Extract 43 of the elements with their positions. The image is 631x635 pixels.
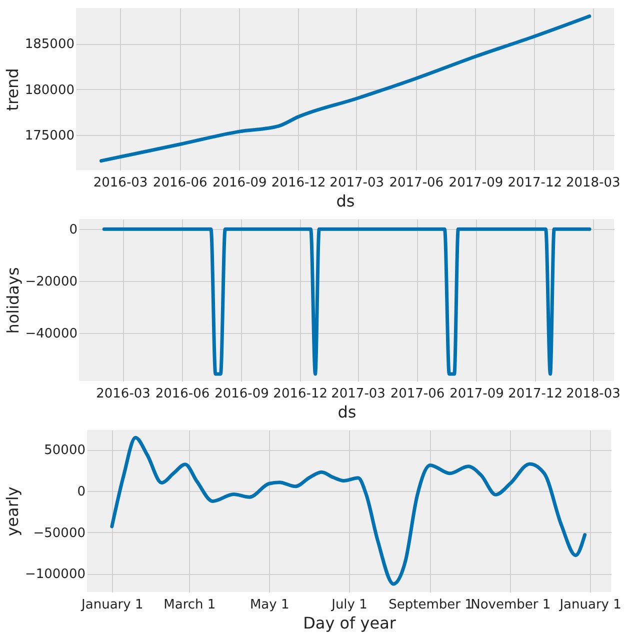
x-tick-label: 2017-09 — [450, 386, 504, 402]
line-series — [110, 436, 587, 586]
x-tick-label: January 1 — [80, 598, 144, 612]
x-tick-label: 2016-12 — [271, 176, 326, 190]
y-tick-label: −20000 — [25, 274, 78, 290]
y-axis-title: holidays — [3, 267, 22, 334]
x-tick-label: March 1 — [164, 598, 216, 612]
x-tick-label: 2017-12 — [508, 386, 562, 402]
x-tick-label: 2017-06 — [389, 176, 444, 190]
x-tick-label: September 1 — [388, 598, 473, 612]
line-series — [100, 14, 592, 163]
y-tick-label: 0 — [77, 484, 86, 500]
x-axis-title: Day of year — [303, 614, 396, 632]
x-axis-title: ds — [338, 402, 356, 422]
y-tick-label: 175000 — [24, 128, 74, 144]
y-tick-label: 185000 — [24, 37, 74, 52]
x-tick-label: November 1 — [470, 598, 551, 612]
x-tick-label: 2016-03 — [96, 386, 150, 402]
y-axis-title: yearly — [2, 486, 22, 536]
x-tick-label: 2016-09 — [214, 386, 269, 402]
x-tick-label: May 1 — [250, 598, 290, 612]
x-tick-label: 2016-06 — [155, 386, 210, 402]
x-tick-label: 2018-03 — [566, 386, 620, 402]
x-tick-label: 2018-03 — [566, 176, 620, 190]
x-tick-label: 2017-03 — [331, 386, 386, 402]
y-tick-label: 180000 — [24, 82, 74, 98]
x-tick-label: 2016-06 — [152, 176, 208, 190]
x-axis-title: ds — [336, 192, 355, 210]
x-tick-label: July 1 — [330, 598, 368, 612]
x-tick-label: 2016-09 — [212, 176, 267, 190]
y-tick-label: −50000 — [33, 526, 86, 541]
x-tick-label: January 1 — [558, 598, 622, 612]
y-tick-label: 0 — [69, 222, 78, 238]
x-tick-label: 2017-06 — [390, 386, 445, 402]
y-axis-title: trend — [2, 68, 22, 111]
x-tick-label: 2017-12 — [508, 176, 562, 190]
x-tick-label: 2017-09 — [448, 176, 504, 190]
y-tick-label: −100000 — [24, 567, 86, 582]
x-tick-label: 2016-12 — [273, 386, 328, 402]
x-tick-label: 2017-03 — [330, 176, 384, 190]
y-tick-label: −40000 — [25, 326, 78, 342]
y-tick-label: 50000 — [44, 443, 86, 458]
x-tick-label: 2016-03 — [93, 176, 148, 190]
